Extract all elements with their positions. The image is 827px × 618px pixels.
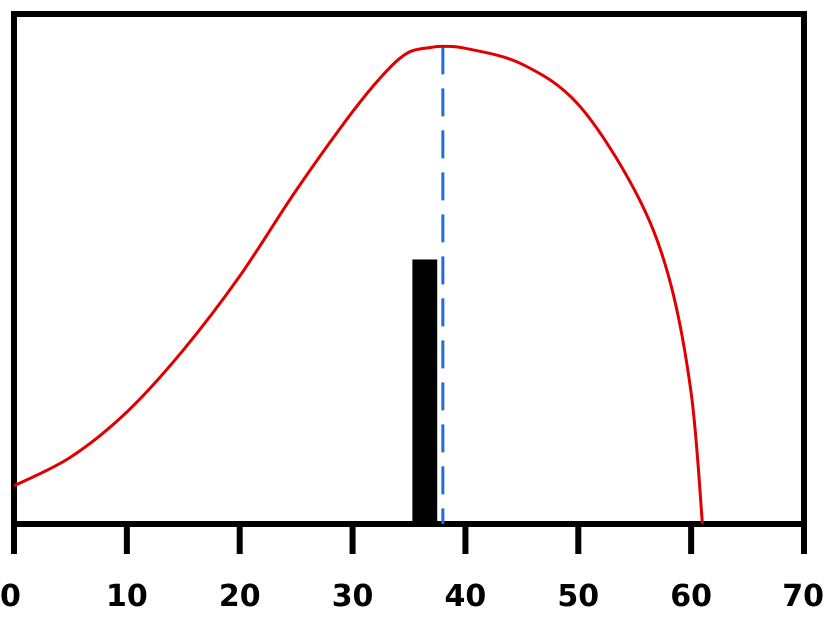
bar: [412, 259, 438, 524]
x-axis-ticks: 0 10 20 30 40 50 60 70: [0, 524, 824, 614]
x-tick-label: 50: [557, 579, 599, 614]
x-tick-label: 40: [445, 579, 487, 614]
plot-frame: [11, 11, 807, 527]
distribution-curve: [13, 44, 704, 525]
x-tick-label: 0: [0, 579, 21, 614]
x-tick-label: 20: [219, 579, 261, 614]
x-tick-label: 30: [332, 579, 374, 614]
x-tick-label: 70: [782, 579, 824, 614]
series-layer: [13, 44, 704, 525]
x-tick-label: 10: [106, 579, 148, 614]
x-tick-label: 60: [670, 579, 712, 614]
